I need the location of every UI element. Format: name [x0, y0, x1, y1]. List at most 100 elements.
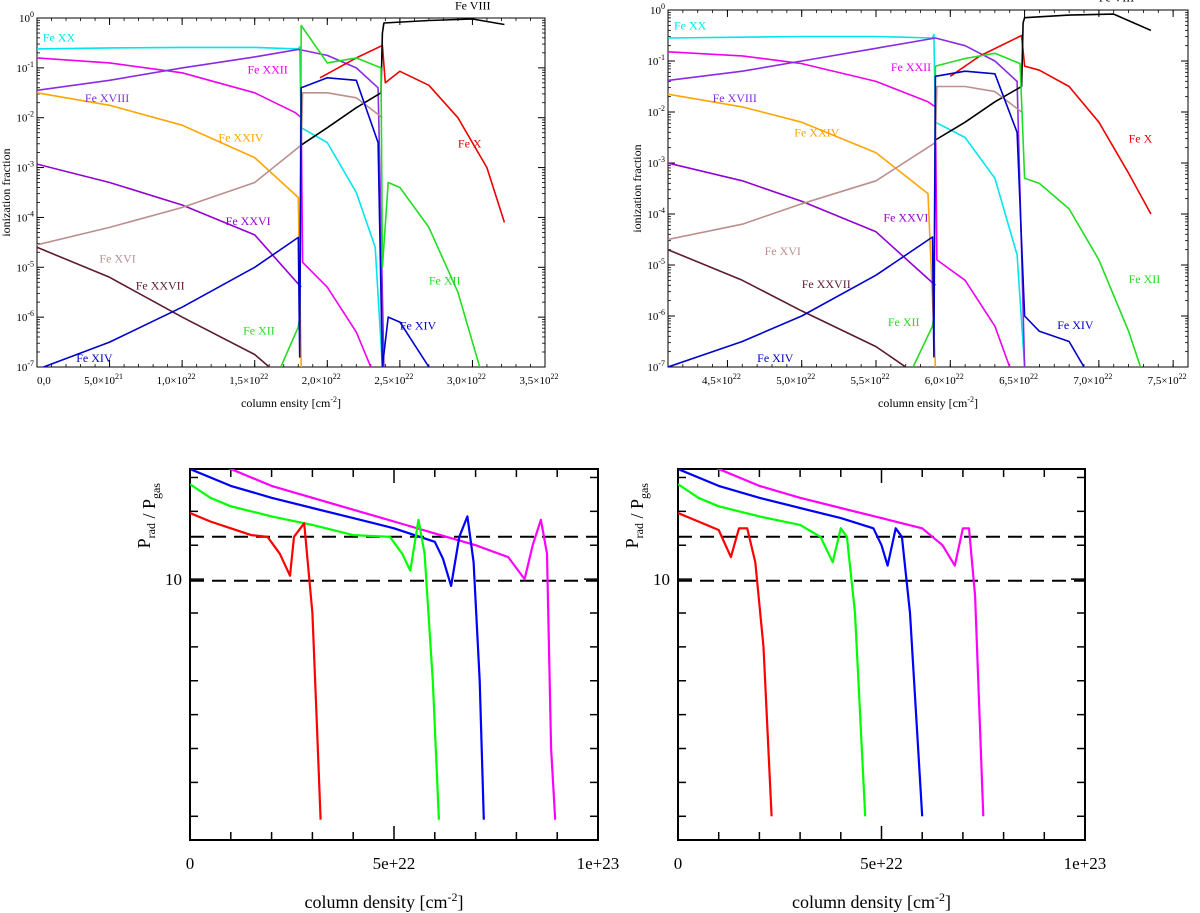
- series-fe-xxvii: [668, 248, 907, 367]
- series-lines: [37, 18, 506, 367]
- series-fe-xiv: [668, 70, 1085, 367]
- x-tick-label: 6,5×1022: [999, 372, 1038, 387]
- series-line-0: [228, 469, 557, 820]
- y-tick-label: 10-7: [16, 359, 34, 374]
- y-tick-label: 10-7: [647, 359, 665, 374]
- series-fe-xxii: [37, 57, 372, 367]
- x-tick-label: 4,5×1022: [702, 372, 741, 387]
- series-label-fe-xiv: Fe XIV: [400, 319, 437, 333]
- x-tick-label: 2,0×1022: [302, 372, 341, 387]
- x-tick-label: 2,5×1022: [374, 372, 413, 387]
- series-fe-x: [949, 34, 1152, 215]
- ionization-chart-left: 100 10-1 10-2 10-3 10-4 10-5 10-6 10-70,0 5,0×10…: [0, 0, 558, 410]
- y-tick-label: 10-4: [16, 209, 34, 224]
- series-label-fe-xviii: Fe XVIII: [713, 91, 757, 105]
- y-tick-label: 10-3: [647, 155, 665, 170]
- series-label-fe-xxiv: Fe XXIV: [794, 125, 839, 139]
- series-label-fe-xxvi: Fe XXVI: [883, 211, 928, 225]
- series-label-fe-viii: Fe VIII: [1099, 0, 1134, 4]
- series-label-fe-xxii: Fe XXII: [891, 60, 931, 74]
- y-tick-label: 10-6: [647, 308, 665, 323]
- x-axis-title: column density [cm-2]: [792, 890, 951, 912]
- x-tick-label: 1,5×1022: [229, 372, 268, 387]
- plot-frame: [36, 17, 546, 368]
- x-tick-label: 5,0×1022: [776, 372, 815, 387]
- series-label-fe-xiv: Fe XIV: [757, 351, 794, 365]
- series-line-3: [190, 511, 322, 820]
- series-label-fe-xx: Fe XX: [43, 30, 76, 44]
- y-tick-label: 10-3: [16, 160, 34, 175]
- series-fe-xxiv: [37, 92, 302, 367]
- series-label-fe-xviii: Fe XVIII: [85, 91, 129, 105]
- series-label-fe-x: Fe X: [1129, 132, 1153, 146]
- series-label-fe-xii: Fe XII: [243, 324, 275, 338]
- x-tick-label: 5e+22: [373, 854, 416, 873]
- x-tick-label: 7,0×1022: [1073, 372, 1112, 387]
- series-label-fe-xvi: Fe XVI: [99, 251, 135, 265]
- series-fe-xviii: [668, 37, 1026, 367]
- x-tick-label: 1e+23: [577, 854, 620, 873]
- y-tick-label: 10-6: [16, 309, 34, 324]
- series-label-fe-xxvii: Fe XXVII: [136, 279, 185, 293]
- series-label-fe-xvi: Fe XVI: [765, 244, 801, 258]
- series-label-fe-viii: Fe VIII: [455, 0, 490, 13]
- series-fe-x: [319, 44, 506, 223]
- y-tick-label: 10-1: [647, 53, 665, 68]
- x-tick-label: 7,5×1022: [1148, 372, 1187, 387]
- series-label-fe-xxvii: Fe XXVII: [802, 277, 851, 291]
- series-fe-xviii: [37, 48, 385, 367]
- y-axis-title: ionization fraction: [630, 144, 644, 232]
- y-tick-label: 10-2: [647, 104, 665, 119]
- series-lines: [190, 469, 557, 820]
- series-line-2: [190, 483, 440, 820]
- x-tick-label: 3,5×1022: [520, 372, 559, 387]
- series-label-fe-x: Fe X: [458, 137, 482, 151]
- x-tick-label: 1,0×1022: [157, 372, 196, 387]
- pressure-chart-left: 10 0 5e+22 1e+23 column density [cm-2] Prad /…: [134, 468, 620, 912]
- series-fe-xxvi: [37, 163, 302, 288]
- x-tick-label: 5,0×1021: [84, 372, 123, 387]
- series-fe-viii: [934, 13, 1152, 141]
- x-tick-label: 0: [186, 854, 195, 873]
- y-tick-label: 10-5: [647, 257, 665, 272]
- series-lines: [678, 469, 985, 817]
- series-label-fe-xii: Fe XII: [888, 315, 920, 329]
- x-tick-label: 3,0×1022: [447, 372, 486, 387]
- series-label-fe-xii: Fe XII: [429, 274, 461, 288]
- x-tick-label: 0: [674, 854, 683, 873]
- series-label-fe-xxvi: Fe XXVI: [226, 214, 271, 228]
- x-axis-title: column ensity [cm-2]: [241, 395, 341, 410]
- series-line-0: [716, 469, 985, 817]
- y-tick-label: 10-1: [16, 60, 34, 75]
- x-tick-label: 5e+22: [860, 854, 903, 873]
- series-fe-xxiv: [668, 93, 937, 367]
- y-tick-label: 100: [19, 10, 34, 25]
- y-tick-label: 10-5: [16, 259, 34, 274]
- y-axis-title: Prad / Pgas: [134, 483, 163, 549]
- series-fe-xiv: [41, 77, 430, 367]
- series-fe-xxvi: [668, 162, 936, 286]
- series-fe-xxvii: [37, 246, 270, 367]
- y-tick-label: 10: [165, 570, 182, 589]
- series-fe-viii: [300, 18, 505, 146]
- series-line-3: [678, 511, 773, 817]
- series-label-fe-xii: Fe XII: [1129, 272, 1161, 286]
- x-tick-label: 1e+23: [1064, 854, 1107, 873]
- series-label-fe-xiv: Fe XIV: [1057, 318, 1094, 332]
- series-line-1: [190, 469, 485, 820]
- series-label-fe-xx: Fe XX: [674, 18, 707, 32]
- x-axis-title: column density [cm-2]: [305, 890, 464, 912]
- series-fe-xxii: [668, 51, 1011, 367]
- series-line-2: [678, 483, 867, 817]
- x-tick-label: 0,0: [37, 375, 51, 387]
- y-tick-label: 10-2: [16, 110, 34, 125]
- y-axis-title: ionization fraction: [0, 148, 13, 236]
- y-tick-label: 10: [653, 570, 670, 589]
- pressure-chart-right: 10 0 5e+22 1e+23 column density [cm-2] Prad /…: [622, 468, 1107, 912]
- x-tick-label: 5,5×1022: [851, 372, 890, 387]
- series-fe-xx: [37, 46, 384, 367]
- series-label-fe-xiv: Fe XIV: [76, 351, 113, 365]
- series-label-fe-xxii: Fe XXII: [247, 62, 287, 76]
- y-tick-label: 10-4: [647, 206, 665, 221]
